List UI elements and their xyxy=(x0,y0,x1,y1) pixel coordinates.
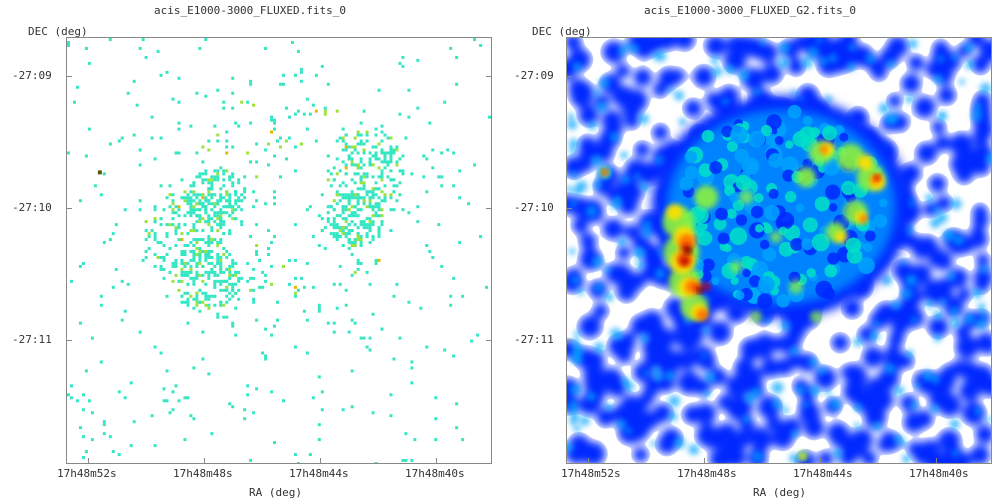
ra-tick-label: 17h48m40s xyxy=(909,467,969,480)
tick-mark xyxy=(486,340,492,341)
dec-tick-label: -27:10 xyxy=(514,201,554,214)
tick-mark xyxy=(320,458,321,464)
tick-mark xyxy=(566,340,572,341)
tick-mark xyxy=(436,458,437,464)
tick-mark xyxy=(204,458,205,464)
tick-mark xyxy=(486,76,492,77)
sparse-count-image-canvas xyxy=(67,38,491,463)
ra-axis-label: RA (deg) xyxy=(249,486,302,499)
dec-tick-label: -27:11 xyxy=(514,333,554,346)
dec-axis-label: DEC (deg) xyxy=(532,25,592,38)
tick-mark xyxy=(486,208,492,209)
ra-tick-label: 17h48m44s xyxy=(793,467,853,480)
sparse-count-image[interactable] xyxy=(66,37,492,464)
panel-title: acis_E1000-3000_FLUXED_G2.fits_0 xyxy=(644,4,856,17)
tick-mark xyxy=(936,458,937,464)
tick-mark xyxy=(66,76,72,77)
dec-tick-label: -27:09 xyxy=(514,69,554,82)
tick-mark xyxy=(820,458,821,464)
tick-mark xyxy=(704,458,705,464)
ra-tick-label: 17h48m44s xyxy=(289,467,349,480)
right-image-panel: acis_E1000-3000_FLUXED_G2.fits_0 DEC (de… xyxy=(500,0,1000,504)
tick-mark xyxy=(88,458,89,464)
tick-mark xyxy=(66,340,72,341)
tick-mark xyxy=(66,208,72,209)
left-image-panel: acis_E1000-3000_FLUXED.fits_0 DEC (deg) … xyxy=(12,4,492,499)
ra-tick-label: 17h48m48s xyxy=(677,467,737,480)
tick-mark xyxy=(566,208,572,209)
dec-axis-label: DEC (deg) xyxy=(28,25,88,38)
dec-tick-label: -27:09 xyxy=(12,69,52,82)
tick-mark xyxy=(566,76,572,77)
tick-mark xyxy=(588,458,589,464)
ra-tick-label: 17h48m52s xyxy=(57,467,117,480)
dec-tick-label: -27:11 xyxy=(12,333,52,346)
ra-axis-label: RA (deg) xyxy=(753,486,806,499)
smoothed-image-canvas xyxy=(567,38,991,463)
dec-tick-label: -27:10 xyxy=(12,201,52,214)
ra-tick-label: 17h48m40s xyxy=(405,467,465,480)
ra-tick-label: 17h48m48s xyxy=(173,467,233,480)
ra-tick-label: 17h48m52s xyxy=(561,467,621,480)
panel-title: acis_E1000-3000_FLUXED.fits_0 xyxy=(153,4,347,17)
smoothed-image[interactable] xyxy=(566,37,992,464)
